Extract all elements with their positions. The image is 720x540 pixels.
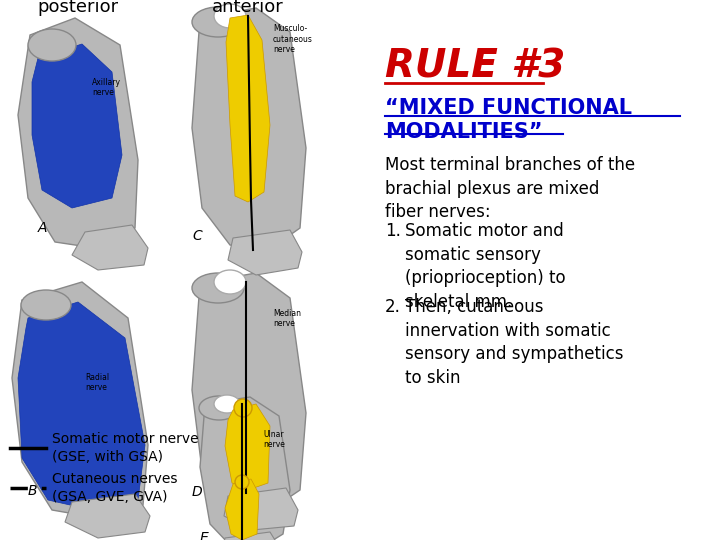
Polygon shape bbox=[12, 282, 148, 518]
Text: “MIXED FUNCTIONAL
MODALITIES”: “MIXED FUNCTIONAL MODALITIES” bbox=[385, 98, 632, 142]
Ellipse shape bbox=[199, 396, 239, 420]
Polygon shape bbox=[192, 8, 306, 252]
Polygon shape bbox=[65, 494, 150, 538]
Text: Most terminal branches of the
brachial plexus are mixed
fiber nerves:: Most terminal branches of the brachial p… bbox=[385, 156, 635, 221]
Text: anterior: anterior bbox=[212, 0, 284, 16]
Ellipse shape bbox=[192, 7, 244, 37]
Text: Somatic motor nerve
(GSE, with GSA): Somatic motor nerve (GSE, with GSA) bbox=[52, 433, 199, 464]
Circle shape bbox=[234, 399, 252, 417]
Text: posterior: posterior bbox=[37, 0, 119, 16]
Polygon shape bbox=[226, 15, 270, 202]
Text: B: B bbox=[28, 484, 37, 498]
Text: Ulnar
nerve: Ulnar nerve bbox=[263, 430, 285, 449]
Text: Axillary
nerve: Axillary nerve bbox=[92, 78, 121, 97]
Ellipse shape bbox=[28, 29, 76, 61]
Polygon shape bbox=[224, 488, 298, 530]
Text: Median
nerve: Median nerve bbox=[273, 308, 301, 328]
Circle shape bbox=[235, 475, 249, 489]
Text: Cutaneous nerves
(GSA, GVE, GVA): Cutaneous nerves (GSA, GVE, GVA) bbox=[52, 472, 178, 504]
Text: 2.: 2. bbox=[385, 298, 401, 316]
Text: Somatic motor and
somatic sensory
(prioprioception) to
skeletal mm.: Somatic motor and somatic sensory (priop… bbox=[405, 222, 566, 311]
Polygon shape bbox=[18, 302, 145, 510]
Polygon shape bbox=[192, 273, 306, 513]
Ellipse shape bbox=[214, 395, 240, 413]
Polygon shape bbox=[225, 404, 270, 490]
Text: E: E bbox=[200, 531, 209, 540]
Polygon shape bbox=[225, 479, 259, 540]
Text: Then, cutaneous
innervation with somatic
sensory and sympathetics
to skin: Then, cutaneous innervation with somatic… bbox=[405, 298, 624, 387]
Polygon shape bbox=[32, 44, 122, 208]
Ellipse shape bbox=[214, 4, 246, 28]
Polygon shape bbox=[228, 230, 302, 275]
Ellipse shape bbox=[21, 290, 71, 320]
Ellipse shape bbox=[192, 273, 244, 303]
Text: Musculo-
cutaneous
nerve: Musculo- cutaneous nerve bbox=[273, 24, 313, 54]
Text: A: A bbox=[38, 221, 48, 235]
Ellipse shape bbox=[214, 270, 246, 294]
Text: D: D bbox=[192, 485, 202, 499]
Text: 1.: 1. bbox=[385, 222, 401, 240]
Text: RULE #3: RULE #3 bbox=[385, 48, 565, 86]
Text: Radial
nerve: Radial nerve bbox=[85, 373, 109, 392]
Text: C: C bbox=[192, 229, 202, 243]
Polygon shape bbox=[72, 225, 148, 270]
Polygon shape bbox=[18, 18, 138, 248]
Polygon shape bbox=[200, 397, 290, 540]
Polygon shape bbox=[222, 532, 281, 540]
